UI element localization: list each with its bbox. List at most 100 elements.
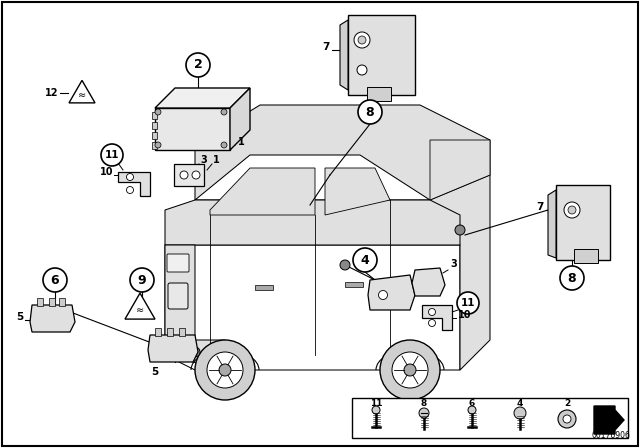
Circle shape bbox=[514, 407, 526, 419]
Polygon shape bbox=[195, 155, 430, 200]
Bar bbox=[179, 328, 185, 336]
Circle shape bbox=[358, 36, 366, 44]
Circle shape bbox=[101, 144, 123, 166]
Circle shape bbox=[155, 142, 161, 148]
Text: 4: 4 bbox=[360, 254, 369, 267]
Polygon shape bbox=[430, 140, 490, 200]
Circle shape bbox=[358, 100, 382, 124]
Circle shape bbox=[219, 364, 231, 376]
Bar bbox=[152, 142, 157, 149]
Circle shape bbox=[455, 225, 465, 235]
Polygon shape bbox=[155, 88, 250, 108]
FancyBboxPatch shape bbox=[574, 249, 598, 263]
Circle shape bbox=[380, 340, 440, 400]
Bar bbox=[155, 328, 161, 336]
Bar bbox=[152, 122, 157, 129]
Bar bbox=[152, 112, 157, 119]
Text: 6: 6 bbox=[469, 400, 475, 409]
Polygon shape bbox=[165, 200, 460, 245]
Circle shape bbox=[186, 53, 210, 77]
Circle shape bbox=[43, 268, 67, 292]
Bar bbox=[37, 298, 43, 306]
Bar bbox=[255, 285, 273, 290]
Circle shape bbox=[130, 268, 154, 292]
Text: 7: 7 bbox=[536, 202, 544, 212]
Circle shape bbox=[127, 173, 134, 181]
Polygon shape bbox=[165, 245, 225, 370]
Text: 2: 2 bbox=[564, 400, 570, 409]
Text: 11: 11 bbox=[461, 298, 476, 308]
Polygon shape bbox=[422, 305, 452, 330]
Text: 8: 8 bbox=[365, 105, 374, 119]
Circle shape bbox=[207, 352, 243, 388]
Text: 5: 5 bbox=[152, 367, 159, 377]
Polygon shape bbox=[195, 105, 490, 200]
FancyBboxPatch shape bbox=[168, 283, 188, 309]
Circle shape bbox=[357, 65, 367, 75]
Text: 8: 8 bbox=[568, 271, 576, 284]
Text: 3: 3 bbox=[450, 259, 457, 269]
Circle shape bbox=[221, 142, 227, 148]
Polygon shape bbox=[165, 245, 460, 370]
Polygon shape bbox=[368, 275, 415, 310]
Polygon shape bbox=[340, 20, 348, 90]
Text: 8: 8 bbox=[421, 400, 427, 409]
Text: ≈: ≈ bbox=[78, 90, 86, 100]
Text: 00176906: 00176906 bbox=[591, 431, 630, 440]
Bar bbox=[49, 298, 55, 306]
Circle shape bbox=[404, 364, 416, 376]
Polygon shape bbox=[125, 293, 155, 319]
Text: 10: 10 bbox=[458, 310, 472, 320]
Polygon shape bbox=[325, 168, 390, 215]
Polygon shape bbox=[556, 185, 610, 260]
Circle shape bbox=[457, 292, 479, 314]
Text: 2: 2 bbox=[194, 59, 202, 72]
Circle shape bbox=[353, 248, 377, 272]
Text: 4: 4 bbox=[517, 400, 523, 409]
Polygon shape bbox=[430, 175, 490, 370]
Text: 1: 1 bbox=[238, 137, 244, 147]
Text: 11: 11 bbox=[370, 400, 382, 409]
FancyBboxPatch shape bbox=[174, 164, 204, 186]
Text: 3: 3 bbox=[200, 155, 207, 165]
Text: 9: 9 bbox=[138, 273, 147, 287]
Circle shape bbox=[564, 202, 580, 218]
Circle shape bbox=[354, 32, 370, 48]
Text: 12: 12 bbox=[45, 88, 58, 98]
Text: ≈: ≈ bbox=[136, 305, 144, 315]
Polygon shape bbox=[69, 80, 95, 103]
Circle shape bbox=[419, 408, 429, 418]
Circle shape bbox=[340, 260, 350, 270]
FancyBboxPatch shape bbox=[167, 254, 189, 272]
Polygon shape bbox=[118, 172, 150, 196]
Polygon shape bbox=[148, 335, 198, 362]
Bar bbox=[59, 298, 65, 306]
Circle shape bbox=[560, 266, 584, 290]
Circle shape bbox=[195, 340, 255, 400]
FancyBboxPatch shape bbox=[367, 87, 391, 101]
Polygon shape bbox=[230, 88, 250, 150]
Circle shape bbox=[127, 186, 134, 194]
Text: 7: 7 bbox=[323, 42, 330, 52]
Text: 6: 6 bbox=[51, 273, 60, 287]
Polygon shape bbox=[210, 168, 315, 215]
Circle shape bbox=[563, 415, 571, 423]
Bar bbox=[152, 132, 157, 139]
Circle shape bbox=[170, 345, 180, 355]
Circle shape bbox=[192, 171, 200, 179]
Polygon shape bbox=[412, 268, 445, 296]
Text: 5: 5 bbox=[16, 312, 23, 322]
Bar bbox=[352, 398, 628, 438]
Polygon shape bbox=[594, 406, 624, 434]
Circle shape bbox=[468, 406, 476, 414]
Text: 1: 1 bbox=[213, 155, 220, 165]
Circle shape bbox=[372, 406, 380, 414]
Circle shape bbox=[221, 109, 227, 115]
Bar bbox=[345, 282, 363, 287]
Polygon shape bbox=[30, 305, 75, 332]
Polygon shape bbox=[155, 108, 230, 150]
Circle shape bbox=[155, 109, 161, 115]
Polygon shape bbox=[348, 15, 415, 95]
Circle shape bbox=[392, 352, 428, 388]
Circle shape bbox=[568, 206, 576, 214]
